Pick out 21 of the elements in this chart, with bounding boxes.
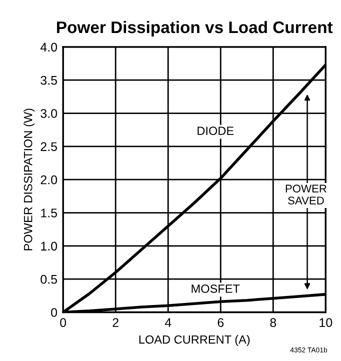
x-tick-label: 4: [164, 318, 172, 327]
y-tick-label: 2.5: [40, 142, 58, 152]
y-axis-title: POWER DISSIPATION (W): [24, 108, 35, 250]
x-tick-label: 10: [320, 318, 332, 327]
y-tick-label: 1.5: [41, 208, 58, 218]
y-tick-label: 4.0: [40, 42, 58, 52]
series-label: MOSFET: [192, 284, 240, 293]
y-tick-label: 3.0: [40, 109, 58, 118]
annotation: POWER SAVED: [286, 184, 326, 204]
y-tick-label: 3.5: [40, 76, 58, 85]
y-tick-label: 1.0: [41, 242, 58, 251]
y-tick-label: 0.5: [40, 274, 58, 284]
x-tick-label: 8: [270, 318, 276, 327]
x-tick-label: 0: [60, 318, 66, 327]
x-tick-label: 2: [112, 318, 118, 327]
series-label: DIODE: [198, 126, 234, 136]
y-tick-label: 2.0: [40, 175, 58, 184]
y-tick-label: 0: [51, 308, 58, 317]
x-axis-title: LOAD CURRENT (A): [139, 335, 250, 346]
x-tick-label: 6: [218, 318, 224, 327]
chart-title: Power Dissipation vs Load Current: [57, 20, 333, 36]
